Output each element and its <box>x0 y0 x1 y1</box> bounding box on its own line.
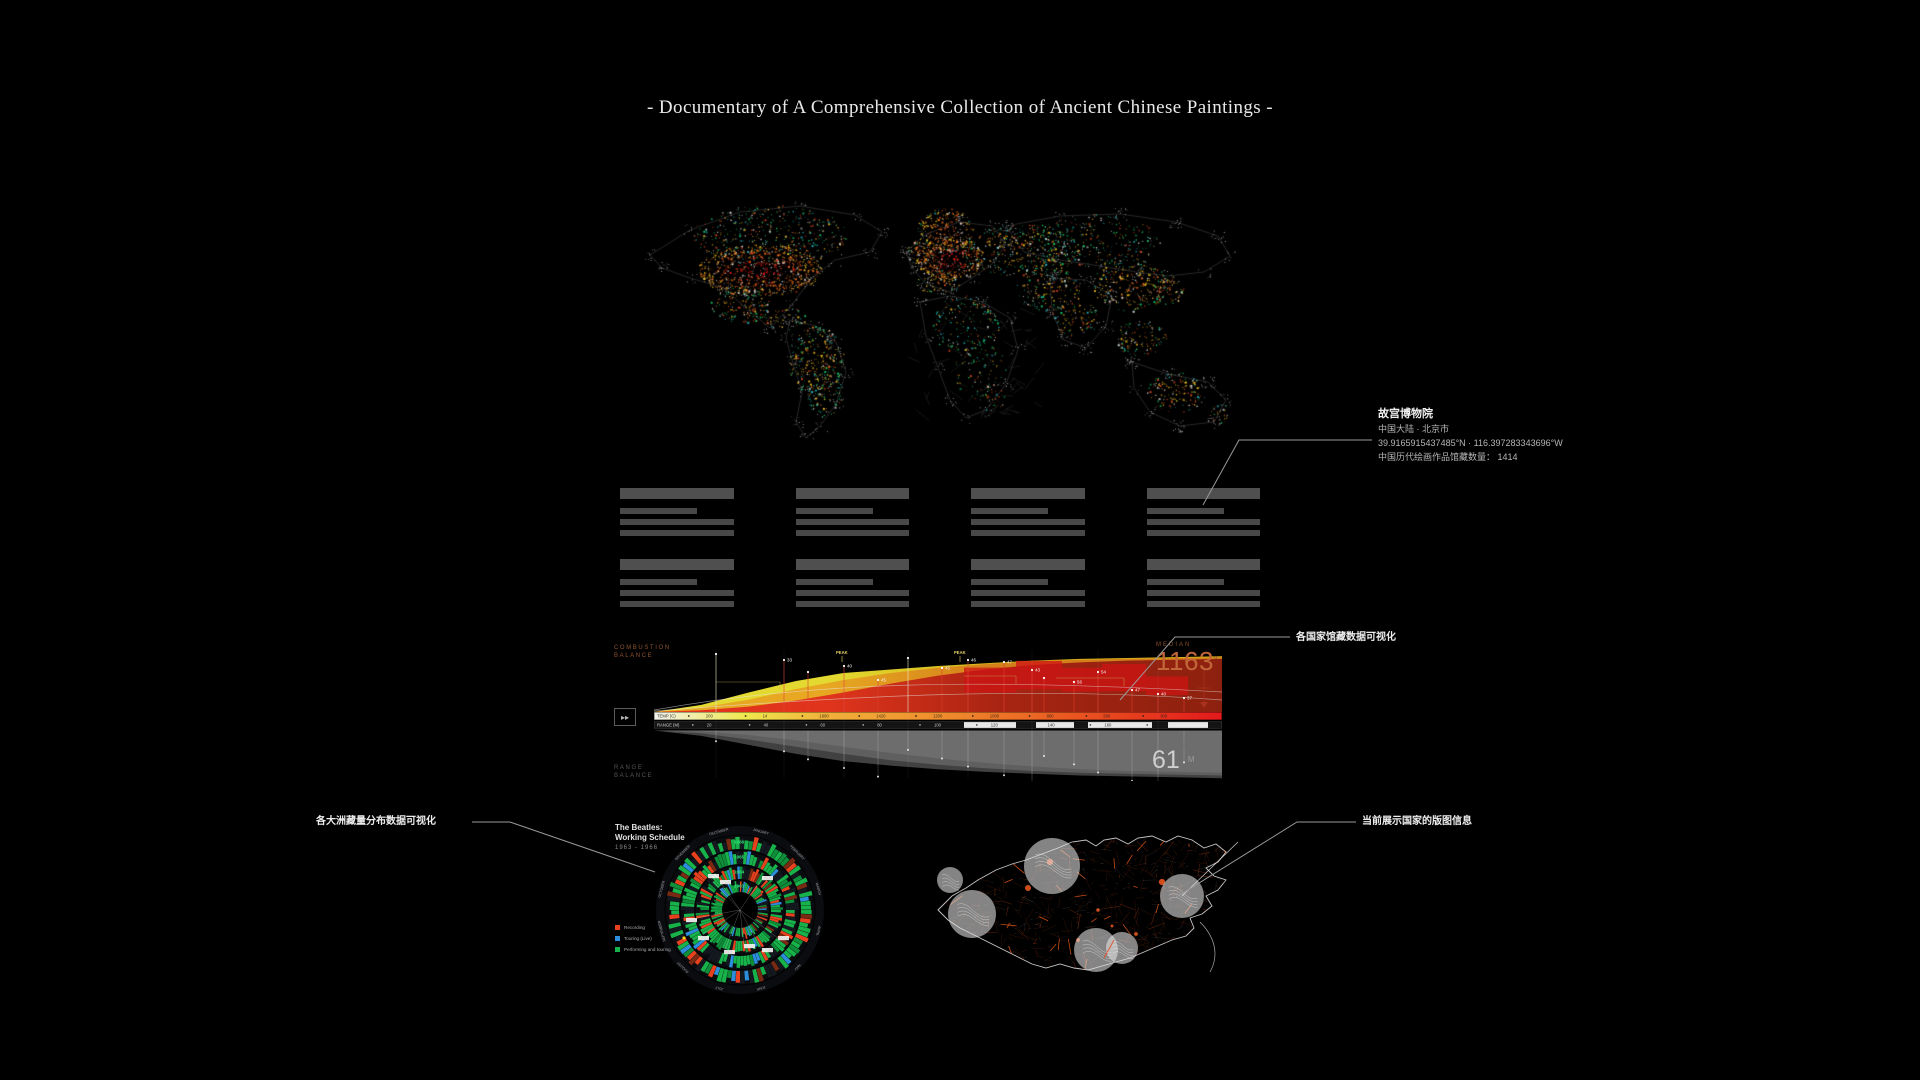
play-icon[interactable]: ▸▸ <box>614 708 636 726</box>
median-temperature-readout: MEDIAN 1163° <box>1156 642 1246 675</box>
degree-icon: ° <box>1213 655 1218 667</box>
page-title: - Documentary of A Comprehensive Collect… <box>647 97 1273 118</box>
country-territory-map-panel[interactable] <box>900 818 1245 993</box>
placeholder-text-grid <box>620 488 1260 613</box>
placeholder-line <box>971 530 1085 536</box>
museum-name: 故宫博物院 <box>1378 408 1433 420</box>
combustion-balance-chart[interactable]: COMBUSTION BALANCE RANGE BALANCE MEDIAN … <box>612 636 1252 781</box>
combustion-chart-title: COMBUSTION BALANCE <box>614 645 671 659</box>
median-range-label: MEDIAN <box>1152 742 1188 748</box>
placeholder-heading-bar <box>1146 559 1260 570</box>
museum-annotation: 故宫博物院 中国大陆 · 北京市 39.9165915437485°N · 11… <box>1378 406 1563 464</box>
museum-coordinates: 39.9165915437485°N · 116.397283343696°W <box>1378 438 1563 448</box>
sunburst-subtitle: 1963 - 1966 <box>615 845 659 851</box>
placeholder-heading-bar <box>795 559 909 570</box>
current-country-map-label: 当前展示国家的版图信息 <box>1362 816 1472 827</box>
placeholder-heading-bar <box>620 559 734 570</box>
placeholder-line <box>795 601 909 607</box>
median-temp-value-row: 1163° <box>1156 648 1246 675</box>
placeholder-line <box>971 508 1049 514</box>
placeholder-line <box>971 579 1049 585</box>
placeholder-line <box>1146 590 1260 596</box>
median-range-unit: M <box>1187 755 1195 764</box>
median-range-value: 61 <box>1152 746 1180 774</box>
legend-swatch-touring <box>615 936 620 941</box>
legend-item: Performing and touring <box>615 946 671 954</box>
placeholder-block <box>795 559 909 613</box>
legend-swatch-recording <box>615 925 620 930</box>
placeholder-block <box>971 488 1085 542</box>
placeholder-line <box>1146 519 1260 525</box>
continent-distribution-label: 各大洲藏量分布数据可视化 <box>316 816 436 827</box>
placeholder-block <box>620 488 734 542</box>
country-data-viz-label: 各国家馆藏数据可视化 <box>1296 632 1396 643</box>
legend-item: Touring (Live) <box>615 935 671 943</box>
placeholder-line <box>1146 508 1224 514</box>
sunburst-title: The Beatles: Working Schedule <box>615 823 685 842</box>
placeholder-block <box>1146 488 1260 542</box>
placeholder-line <box>971 590 1085 596</box>
placeholder-block <box>971 559 1085 613</box>
placeholder-heading-bar <box>1146 488 1260 499</box>
placeholder-line <box>1146 579 1224 585</box>
placeholder-heading-bar <box>620 488 734 499</box>
museum-collection-count: 中国历代绘画作品馆藏数量： 1414 <box>1378 452 1518 462</box>
placeholder-heading-bar <box>971 488 1085 499</box>
sunburst-chart-panel[interactable]: The Beatles: Working Schedule 1963 - 196… <box>612 818 852 1000</box>
placeholder-line <box>795 530 909 536</box>
legend-label: Touring (Live) <box>624 936 652 941</box>
placeholder-block <box>620 559 734 613</box>
placeholder-line <box>620 508 698 514</box>
legend-item: Recording <box>615 924 671 932</box>
placeholder-line <box>620 601 734 607</box>
legend-label: Performing and touring <box>624 947 671 952</box>
placeholder-line <box>971 601 1085 607</box>
placeholder-line <box>795 508 873 514</box>
placeholder-heading-bar <box>795 488 909 499</box>
placeholder-line <box>620 530 734 536</box>
placeholder-line <box>795 590 909 596</box>
sunburst-legend: Recording Touring (Live) Performing and … <box>615 924 671 957</box>
legend-label: Recording <box>624 925 645 930</box>
museum-location: 中国大陆 · 北京市 <box>1378 424 1449 434</box>
placeholder-line <box>1146 530 1260 536</box>
placeholder-line <box>1146 601 1260 607</box>
world-map-panel[interactable] <box>620 160 1270 470</box>
placeholder-line <box>795 579 873 585</box>
placeholder-line <box>620 579 698 585</box>
country-territory-map-canvas[interactable] <box>900 818 1245 993</box>
median-range-readout: MEDIAN 61 M <box>1152 742 1242 773</box>
placeholder-line <box>795 519 909 525</box>
placeholder-heading-bar <box>971 559 1085 570</box>
placeholder-line <box>620 519 734 525</box>
placeholder-line <box>620 590 734 596</box>
legend-swatch-performing <box>615 947 620 952</box>
placeholder-block <box>795 488 909 542</box>
placeholder-block <box>1146 559 1260 613</box>
range-balance-title: RANGE BALANCE <box>614 765 654 779</box>
placeholder-line <box>971 519 1085 525</box>
median-temp-value: 1163 <box>1156 646 1214 676</box>
median-range-value-row: 61 M <box>1152 748 1242 773</box>
world-map-canvas[interactable] <box>620 160 1270 470</box>
